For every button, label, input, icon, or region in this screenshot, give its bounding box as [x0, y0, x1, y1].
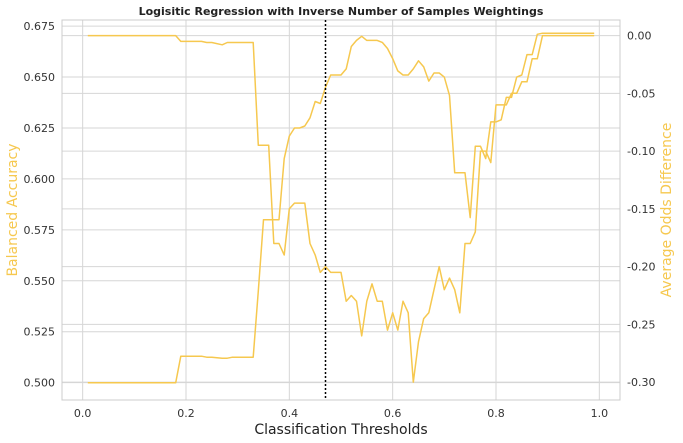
y-tick-label: 0.625	[24, 122, 56, 135]
x-tick-label: 0.6	[384, 407, 402, 420]
y-tick-label: 0.575	[24, 224, 56, 237]
y2-tick-label: -0.20	[627, 261, 655, 274]
chart-title: Logisitic Regression with Inverse Number…	[139, 5, 544, 18]
y2-tick-label: -0.10	[627, 145, 655, 158]
plot-frame	[61, 19, 621, 401]
y2-axis-label: Average Odds Difference	[659, 123, 675, 298]
y2-tick-label: -0.05	[627, 87, 655, 100]
series-group	[87, 32, 595, 384]
y-ticks: 0.500 0.525 0.550 0.575 0.600 0.625 0.650 0.675	[24, 20, 56, 390]
y2-tick-label: -0.25	[627, 318, 655, 331]
x-tick-label: 0.2	[177, 407, 195, 420]
y-axis-label: Balanced Accuracy	[5, 143, 21, 276]
y-tick-label: 0.650	[24, 71, 56, 84]
x-ticks: 0.0 0.2 0.4 0.6 0.8 1.0	[74, 407, 608, 420]
x-axis-label: Classification Thresholds	[254, 422, 427, 438]
x-tick-label: 0.4	[281, 407, 299, 420]
y-tick-label: 0.500	[24, 377, 56, 390]
y-tick-label: 0.525	[24, 326, 56, 339]
series-line-balanced-accuracy	[87, 32, 595, 384]
x-tick-label: 0.8	[487, 407, 505, 420]
grid	[62, 20, 620, 400]
y-tick-label: 0.600	[24, 173, 56, 186]
y2-tick-label: -0.15	[627, 203, 655, 216]
series-line-average-odds-difference	[87, 34, 595, 383]
y2-tick-label: 0.00	[627, 30, 652, 43]
x-tick-label: 1.0	[591, 407, 609, 420]
x-tick-label: 0.0	[74, 407, 92, 420]
y-tick-label: 0.675	[24, 20, 56, 33]
y2-tick-label: -0.30	[627, 376, 655, 389]
y2-ticks: 0.00 -0.05 -0.10 -0.15 -0.20 -0.25 -0.30	[627, 30, 655, 390]
y-tick-label: 0.550	[24, 275, 56, 288]
